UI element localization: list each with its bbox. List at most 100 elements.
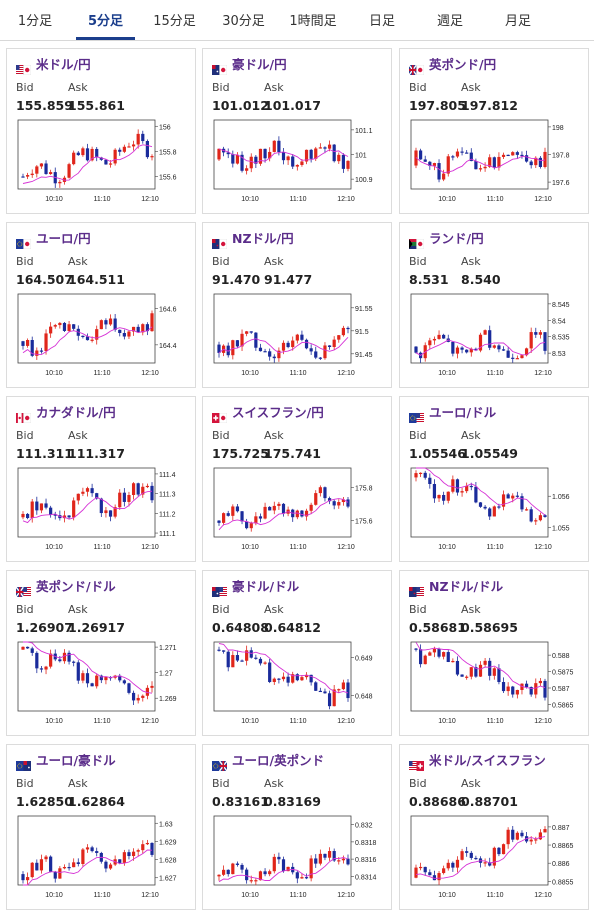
- price-chart[interactable]: 0.649 0.648 10:10 11:10 12:10: [212, 640, 384, 730]
- price-chart[interactable]: 1.056 1.055 10:10 11:10 12:10: [409, 466, 581, 556]
- candle-body: [30, 501, 34, 519]
- rate-card[interactable]: ユーロ/円 Bid Ask 164.507 164.511 164.6 164.4 10:10…: [6, 222, 196, 388]
- y-tick-label: 175.8: [355, 486, 373, 493]
- candle-body: [488, 330, 492, 348]
- tab-timeframe-4[interactable]: 1時間足: [289, 14, 337, 29]
- moving-average-line: [218, 857, 349, 883]
- price-chart[interactable]: 1.63 1.629 1.628 1.627 10:10 11:10 12:10: [16, 814, 188, 904]
- price-chart[interactable]: 175.8 175.6 10:10 11:10 12:10: [212, 466, 384, 556]
- x-tick-label: 12:10: [534, 544, 552, 551]
- candle-body: [446, 652, 450, 663]
- candlestick-chart: 0.588 0.5875 0.587 0.5865 10:10 11:10 12:10: [410, 641, 574, 725]
- rate-card[interactable]: ユーロ/豪ドル Bid Ask 1.62850 1.62864 1.63 1.629 1.62…: [6, 744, 196, 910]
- tab-timeframe-2[interactable]: 15分足: [153, 14, 196, 29]
- candle-body: [90, 488, 94, 494]
- candle-body: [118, 329, 122, 334]
- currency-pair-link[interactable]: 英ポンド/円: [429, 57, 497, 72]
- ask-value: 164.511: [68, 272, 125, 287]
- candle-body: [240, 154, 244, 171]
- rate-card[interactable]: NZドル/ドル Bid Ask 0.58681 0.58695 0.588 0.5875 0.…: [399, 570, 589, 736]
- currency-pair-link[interactable]: スイスフラン/円: [232, 405, 324, 420]
- ask-label: Ask: [68, 777, 88, 790]
- candle-body: [30, 173, 34, 176]
- tab-timeframe-3[interactable]: 30分足: [222, 14, 265, 29]
- tab-timeframe-0[interactable]: 1分足: [17, 14, 53, 29]
- price-chart[interactable]: 91.55 91.5 91.45 10:10 11:10 12:10: [212, 292, 384, 382]
- currency-flag-icon: [16, 756, 31, 771]
- currency-pair-link[interactable]: NZドル/ドル: [429, 579, 504, 594]
- currency-pair-link[interactable]: ユーロ/円: [36, 231, 91, 246]
- rate-card[interactable]: スイスフラン/円 Bid Ask 175.725 175.741 175.8 175.6 10…: [202, 396, 392, 562]
- x-tick-label: 11:10: [487, 892, 504, 899]
- currency-pair-link[interactable]: カナダドル/円: [36, 405, 116, 420]
- y-tick-label: 197.6: [552, 180, 570, 187]
- candle-body: [245, 869, 249, 881]
- candle-body: [442, 494, 446, 501]
- candle-body: [511, 686, 515, 695]
- tab-timeframe-1[interactable]: 5分足: [76, 0, 135, 40]
- price-chart[interactable]: 0.588 0.5875 0.587 0.5865 10:10 11:10 12:10: [409, 640, 581, 730]
- currency-pair-link[interactable]: 米ドル/円: [36, 57, 91, 72]
- currency-pair-link[interactable]: 米ドル/スイスフラン: [429, 753, 546, 768]
- candle-body: [85, 148, 90, 161]
- rate-card[interactable]: 豪ドル/ドル Bid Ask 0.64808 0.64812 0.649 0.648 10:1…: [202, 570, 392, 736]
- rate-card[interactable]: 英ポンド/ドル Bid Ask 1.26907 1.26917 1.271 1.27 1.26…: [6, 570, 196, 736]
- rate-card[interactable]: カナダドル/円 Bid Ask 111.311 111.317 111.4 111.3 111…: [6, 396, 196, 562]
- price-chart[interactable]: 198 197.8 197.6 10:10 11:10 12:10: [409, 118, 581, 208]
- candle-body: [131, 144, 136, 147]
- candle-body: [254, 657, 258, 659]
- rate-card[interactable]: NZドル/円 Bid Ask 91.470 91.477 91.55 91.5 91.45 10…: [202, 222, 392, 388]
- x-tick-label: 11:10: [94, 718, 111, 725]
- candle-body: [300, 161, 304, 165]
- candle-body: [501, 349, 506, 351]
- rate-card[interactable]: ユーロ/英ポンド Bid Ask 0.83161 0.83169 0.832 0.8318 0…: [202, 744, 392, 910]
- price-chart[interactable]: 8.545 8.54 8.535 8.53 10:10 11:10 12:10: [409, 292, 581, 382]
- price-chart[interactable]: 0.832 0.8318 0.8316 0.8314 10:10 11:10 12:10: [212, 814, 384, 904]
- candle-body: [520, 154, 524, 157]
- y-tick-label: 1.269: [159, 696, 177, 703]
- bid-value: 0.64808: [212, 620, 269, 635]
- rate-card[interactable]: 豪ドル/円 Bid Ask 101.012 101.017 101.1 101 100.9 10…: [202, 48, 392, 214]
- candle-body: [217, 649, 221, 651]
- bid-value: 111.311: [16, 446, 73, 461]
- candle-body: [277, 678, 281, 680]
- candle-body: [35, 350, 39, 356]
- candle-body: [131, 326, 136, 332]
- currency-pair-link[interactable]: 豪ドル/円: [232, 57, 287, 72]
- currency-pair-link[interactable]: ユーロ/豪ドル: [36, 753, 116, 768]
- currency-flag-icon: [212, 582, 227, 597]
- rate-card[interactable]: ランド/円 Bid Ask 8.531 8.540 8.545 8.54 8.535 8.53 1…: [399, 222, 589, 388]
- candle-body: [127, 494, 131, 502]
- currency-pair-link[interactable]: ユーロ/英ポンド: [232, 753, 325, 768]
- candle-body: [67, 515, 71, 518]
- tab-timeframe-6[interactable]: 週足: [436, 14, 463, 29]
- rate-card[interactable]: 英ポンド/円 Bid Ask 197.805 197.812 198 197.8 197.6 1…: [399, 48, 589, 214]
- candle-body: [455, 347, 460, 354]
- candle-body: [30, 340, 34, 356]
- price-chart[interactable]: 164.6 164.4 10:10 11:10 12:10: [16, 292, 188, 382]
- candlestick-chart: 0.887 0.8865 0.886 0.8855 10:10 11:10 12:10: [410, 815, 574, 899]
- candle-body: [341, 499, 345, 503]
- candle-body: [437, 494, 441, 499]
- tab-timeframe-5[interactable]: 日足: [368, 14, 395, 29]
- currency-pair-link[interactable]: ランド/円: [429, 231, 484, 246]
- candle-body: [520, 832, 524, 837]
- currency-pair-link[interactable]: 豪ドル/ドル: [232, 579, 300, 594]
- price-chart[interactable]: 111.4 111.3 111.2 111.1 10:10 11:10 12:10: [16, 466, 188, 556]
- currency-pair-link[interactable]: NZドル/円: [232, 231, 294, 246]
- price-chart[interactable]: 0.887 0.8865 0.886 0.8855 10:10 11:10 12:10: [409, 814, 581, 904]
- price-chart[interactable]: 1.271 1.27 1.269 10:10 11:10 12:10: [16, 640, 188, 730]
- rate-card[interactable]: 米ドル/スイスフラン Bid Ask 0.88686 0.88701 0.887 0.886…: [399, 744, 589, 910]
- x-tick-label: 12:10: [337, 370, 355, 377]
- candle-body: [524, 509, 529, 511]
- currency-pair-link[interactable]: 英ポンド/ドル: [36, 579, 116, 594]
- rate-card[interactable]: 米ドル/円 Bid Ask 155.859 155.861 156 155.8 155.6 10…: [6, 48, 196, 214]
- rate-card[interactable]: ユーロ/ドル Bid Ask 1.05546 1.05549 1.056 1.055 10:1…: [399, 396, 589, 562]
- price-chart[interactable]: 156 155.8 155.6 10:10 11:10 12:10: [16, 118, 188, 208]
- tab-timeframe-7[interactable]: 月足: [504, 14, 531, 29]
- price-chart[interactable]: 101.1 101 100.9 10:10 11:10 12:10: [212, 118, 384, 208]
- ask-value: 0.88701: [461, 794, 518, 809]
- candle-body: [465, 152, 469, 154]
- currency-pair-link[interactable]: ユーロ/ドル: [429, 405, 497, 420]
- candle-body: [423, 866, 427, 873]
